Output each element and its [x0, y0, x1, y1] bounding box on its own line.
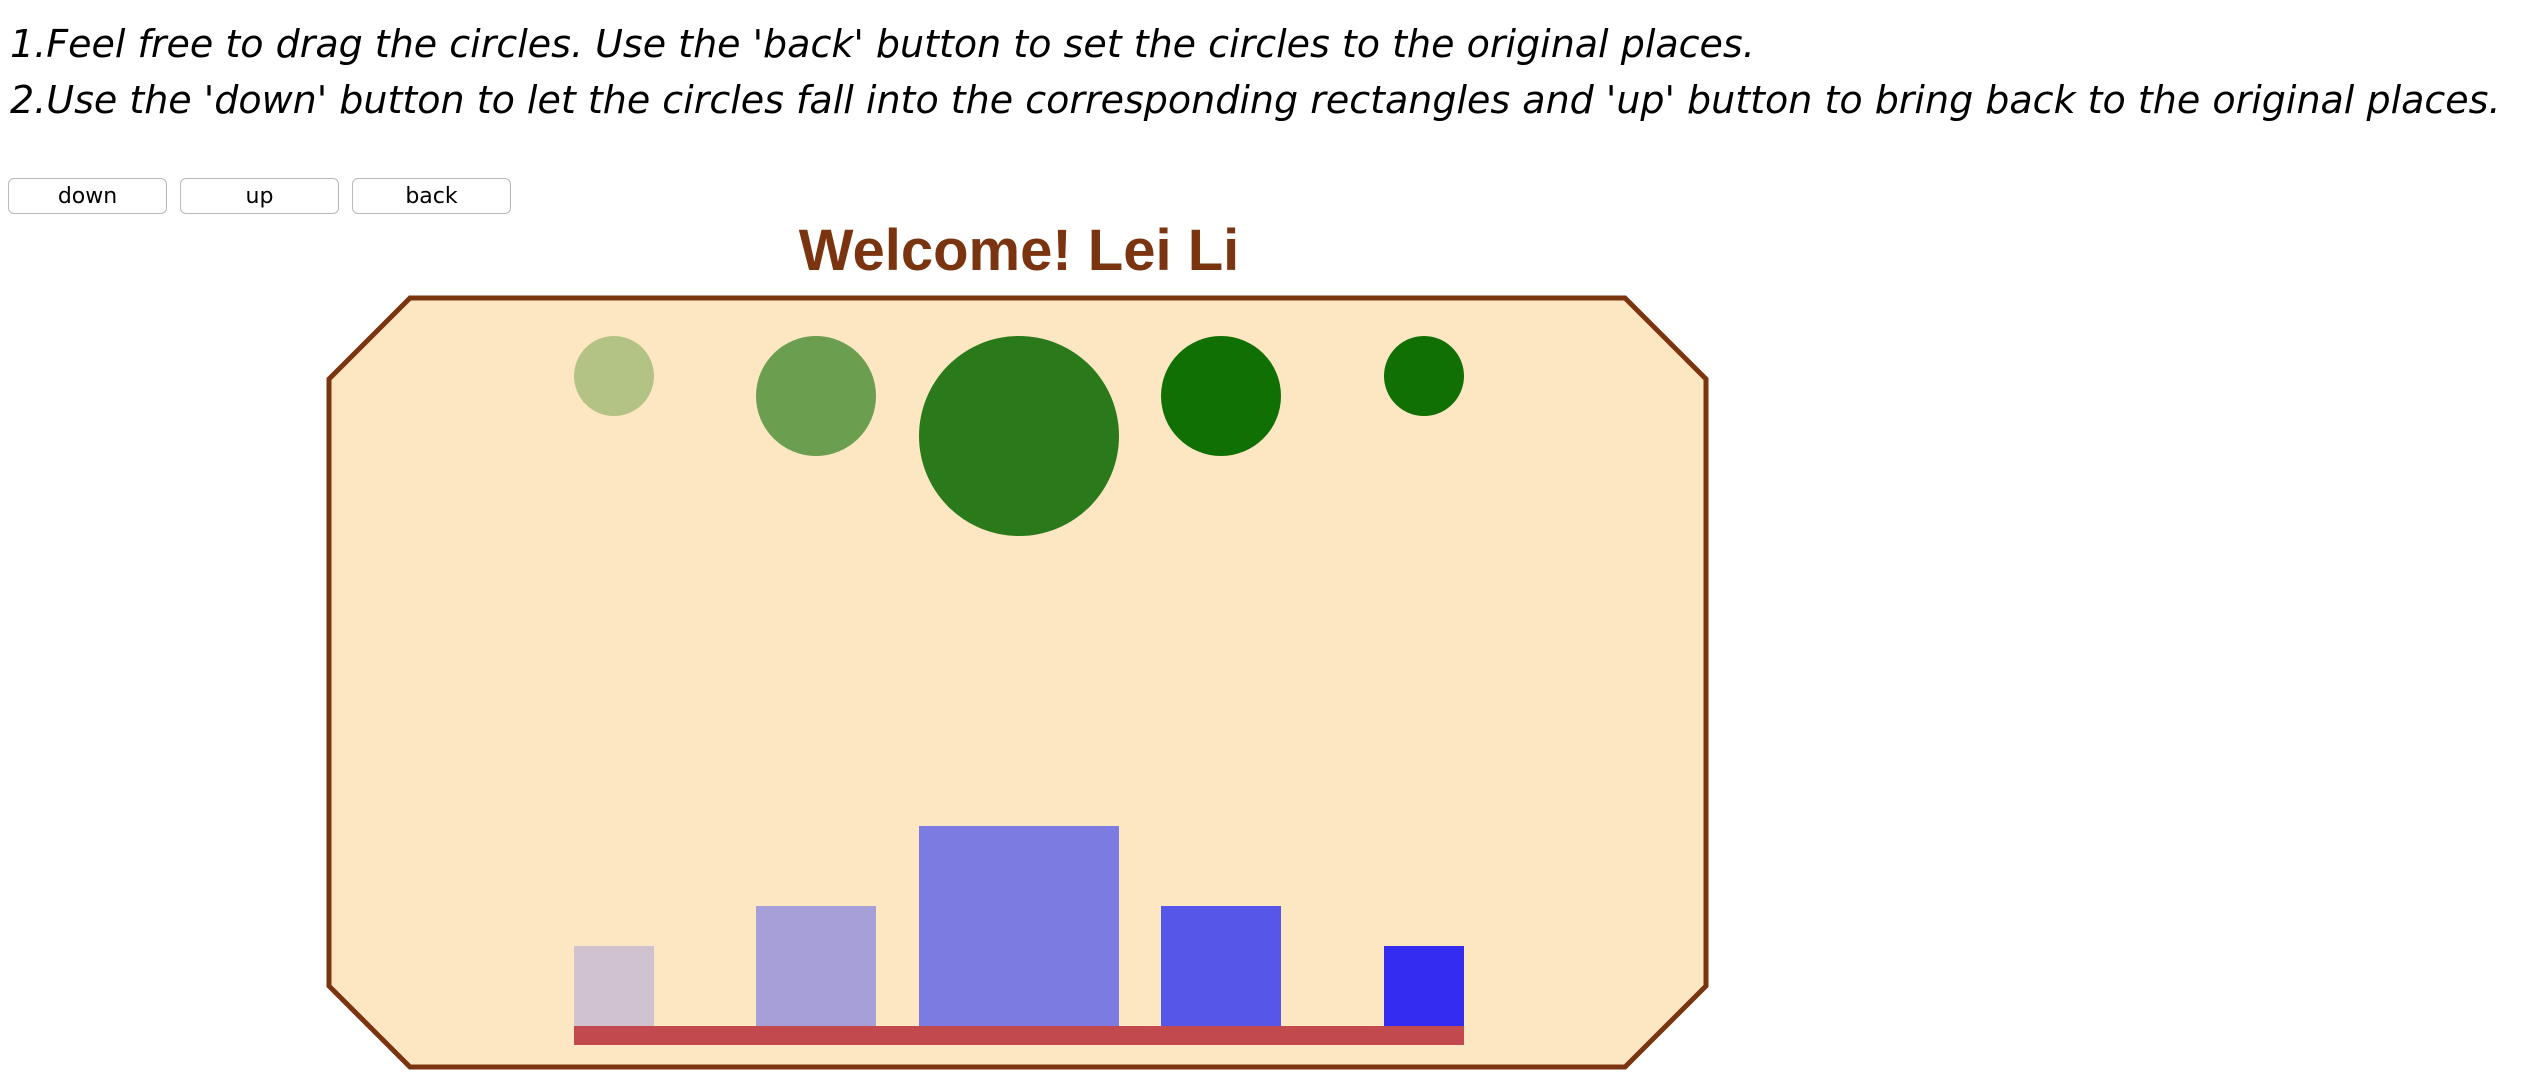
- stage-canvas: Welcome! Lei Li: [326, 218, 1709, 1070]
- circle-group: [574, 336, 1464, 536]
- rectangle-4: [1161, 906, 1281, 1026]
- base-bar: [574, 1026, 1464, 1045]
- rectangle-group: [574, 826, 1464, 1026]
- down-button[interactable]: down: [8, 178, 167, 214]
- circle-4[interactable]: [1161, 336, 1281, 456]
- instructions: 1.Feel free to drag the circles. Use the…: [10, 16, 2510, 128]
- rectangle-5: [1384, 946, 1464, 1026]
- welcome-title: Welcome! Lei Li: [799, 218, 1239, 283]
- controls-bar: down up back: [8, 178, 511, 214]
- rectangle-3: [919, 826, 1119, 1026]
- circle-1[interactable]: [574, 336, 654, 416]
- back-button[interactable]: back: [352, 178, 511, 214]
- up-button[interactable]: up: [180, 178, 339, 214]
- instruction-line-1: 1.Feel free to drag the circles. Use the…: [10, 22, 1755, 66]
- circle-2[interactable]: [756, 336, 876, 456]
- rectangle-2: [756, 906, 876, 1026]
- circle-3[interactable]: [919, 336, 1119, 536]
- stage-panel: [326, 295, 1709, 1070]
- circle-5[interactable]: [1384, 336, 1464, 416]
- instruction-line-2: 2.Use the 'down' button to let the circl…: [10, 78, 2501, 122]
- stage: Welcome! Lei Li: [322, 216, 1714, 1086]
- rectangle-1: [574, 946, 654, 1026]
